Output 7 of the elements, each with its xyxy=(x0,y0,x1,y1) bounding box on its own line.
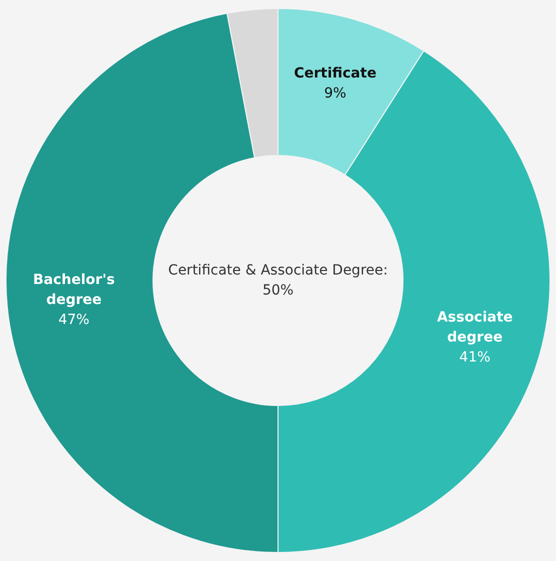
data-label: 41% xyxy=(459,350,490,366)
category-label: Bachelor's degree xyxy=(32,272,115,308)
category-label: Associate degree xyxy=(436,310,513,346)
text: Certificate & Associate Degree: 50% xyxy=(168,262,388,298)
data-label: 47% xyxy=(58,312,90,328)
data-label: 9% xyxy=(324,86,346,102)
slice-label: Certificate xyxy=(294,66,376,82)
